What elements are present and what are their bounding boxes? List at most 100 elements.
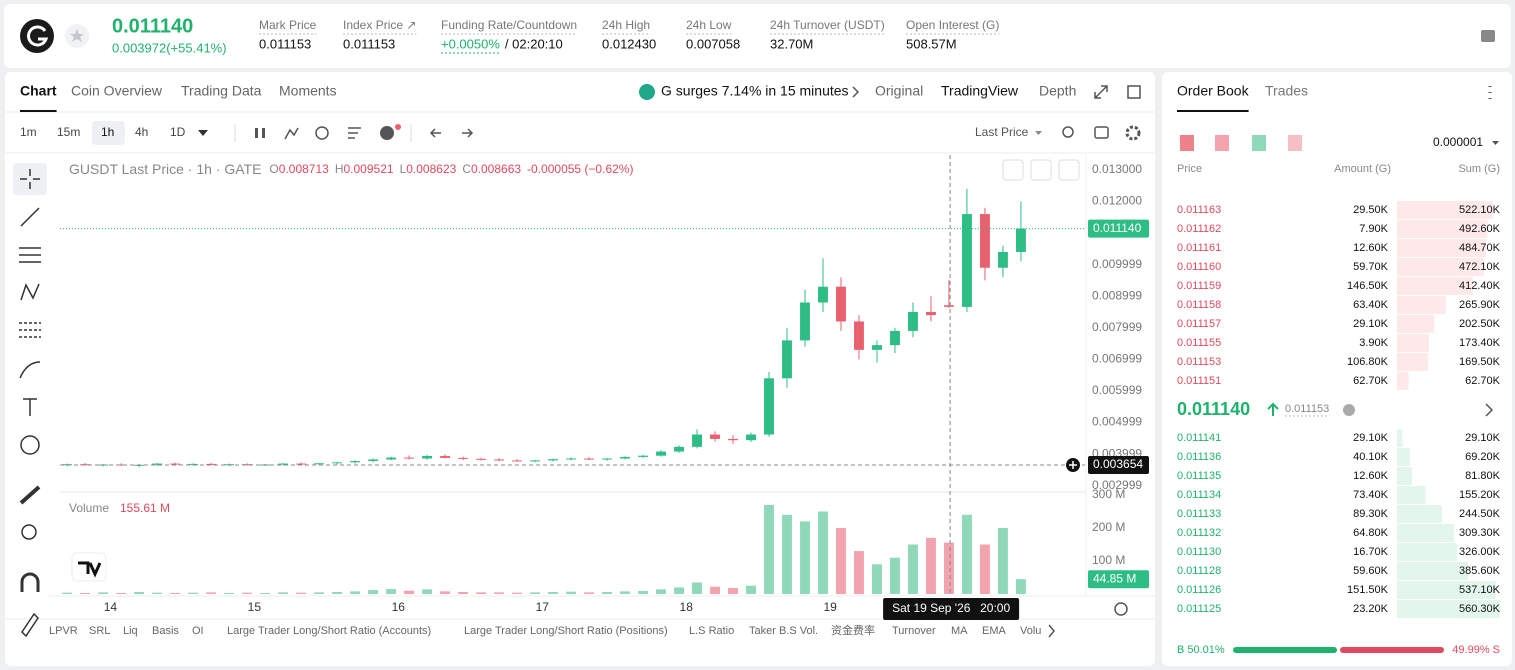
- depth-bar: [1397, 201, 1493, 219]
- interval[interactable]: 1h: [101, 125, 114, 139]
- channel-tool[interactable]: [19, 247, 41, 263]
- candle-body: [116, 464, 127, 466]
- view-tab[interactable]: Original: [875, 83, 923, 99]
- volume-bar: [836, 527, 846, 594]
- y-tick-label: 0.006999: [1092, 352, 1142, 366]
- text-tool[interactable]: [23, 398, 37, 416]
- volume-bar: [62, 592, 73, 594]
- add-indicator-icon[interactable]: [380, 126, 394, 140]
- chart-tab[interactable]: Moments: [279, 83, 337, 99]
- indicator[interactable]: Turnover: [892, 625, 936, 637]
- indicator[interactable]: SRL: [89, 625, 110, 637]
- order-book-tab[interactable]: Trades: [1265, 83, 1308, 99]
- indicator[interactable]: Volu: [1020, 625, 1041, 637]
- book-amount: 29.10K: [1353, 432, 1389, 444]
- fullscreen-icon[interactable]: [1094, 85, 1108, 99]
- indicator[interactable]: Basis: [152, 625, 179, 637]
- view-bids[interactable]: [1252, 135, 1266, 151]
- settings-icon[interactable]: [1125, 125, 1141, 141]
- crosshair-price: 0.003654: [1093, 457, 1143, 471]
- axis-settings[interactable]: [1114, 602, 1128, 616]
- volume-bar: [890, 557, 900, 594]
- interval[interactable]: 15m: [57, 125, 80, 139]
- volume-bar: [1015, 579, 1026, 594]
- interval[interactable]: 1m: [20, 125, 37, 139]
- book-sum: 492.60K: [1459, 223, 1501, 235]
- pattern-tool[interactable]: [20, 283, 40, 301]
- indicator-more[interactable]: [1048, 624, 1055, 638]
- chart-tab[interactable]: Coin Overview: [71, 83, 163, 99]
- book-price: 0.011141: [1177, 432, 1221, 444]
- indicator[interactable]: Large Trader Long/Short Ratio (Positions…: [464, 625, 668, 637]
- chart-tab[interactable]: Trading Data: [181, 83, 262, 99]
- line-tool[interactable]: [20, 207, 40, 227]
- view-split[interactable]: [1288, 135, 1302, 151]
- candle-body: [386, 457, 397, 460]
- fib-tool[interactable]: [19, 322, 41, 338]
- scroll-button[interactable]: [1002, 159, 1024, 181]
- interval-dropdown[interactable]: [198, 130, 208, 136]
- book-amount: 12.60K: [1353, 242, 1389, 254]
- collapse-button[interactable]: [1030, 159, 1052, 181]
- order-book-tab[interactable]: Order Book: [1177, 83, 1250, 99]
- indicator[interactable]: Taker B.S Vol.: [749, 625, 818, 637]
- indicator[interactable]: OI: [192, 625, 204, 637]
- template-icon[interactable]: [348, 127, 361, 139]
- undo-icon[interactable]: [429, 128, 441, 138]
- precision[interactable]: 0.000001: [1433, 135, 1483, 149]
- brush-tool[interactable]: [19, 361, 41, 379]
- news-headline[interactable]: G surges 7.14% in 15 minutes: [661, 83, 849, 99]
- book-sum: 472.10K: [1459, 261, 1501, 273]
- book-sum: 265.90K: [1459, 299, 1501, 311]
- indicator[interactable]: Liq: [123, 625, 138, 637]
- candle-body: [548, 459, 559, 461]
- indicator[interactable]: MA: [951, 625, 968, 637]
- depth-bar: [1397, 505, 1442, 523]
- volume-bar: [764, 504, 774, 594]
- pencil-tool[interactable]: [21, 612, 39, 638]
- price-source[interactable]: Last Price: [975, 125, 1029, 139]
- indicator[interactable]: EMA: [982, 625, 1007, 637]
- emoji-tool[interactable]: [20, 435, 40, 455]
- view-asks[interactable]: [1215, 135, 1229, 151]
- reset-button[interactable]: [1058, 159, 1080, 181]
- magnet-tool[interactable]: [20, 572, 40, 592]
- candle-body: [620, 456, 630, 459]
- volume-bar: [997, 527, 1008, 594]
- volume-bar: [80, 593, 91, 594]
- interval[interactable]: 1D: [170, 125, 186, 139]
- sell-ratio: 49.99% S: [1452, 644, 1500, 656]
- y-tick-label: 0.004999: [1092, 415, 1142, 429]
- volume-bar: [206, 592, 217, 594]
- depth-bar: [1397, 258, 1484, 276]
- view-both[interactable]: [1180, 135, 1194, 151]
- crosshair-tool[interactable]: [20, 169, 40, 189]
- news-chevron[interactable]: [852, 86, 860, 98]
- book-amount: 73.40K: [1353, 489, 1389, 501]
- ruler-tool[interactable]: [19, 485, 41, 505]
- candle-type-icon[interactable]: [255, 128, 258, 138]
- indicator[interactable]: 资金费率: [831, 623, 875, 637]
- book-price: 0.011153: [1177, 356, 1221, 368]
- replay-icon[interactable]: [315, 126, 329, 140]
- view-tab[interactable]: TradingView: [941, 83, 1019, 99]
- redo-icon[interactable]: [462, 128, 474, 138]
- zoom-tool[interactable]: [21, 524, 37, 540]
- camera-icon[interactable]: [1094, 126, 1109, 139]
- interval[interactable]: 4h: [135, 125, 148, 139]
- sell-ratio-bar: [1340, 647, 1444, 653]
- book-price: 0.011136: [1177, 451, 1221, 463]
- chart-tab[interactable]: Chart: [20, 83, 57, 99]
- header-icon[interactable]: [1481, 30, 1495, 42]
- indicator[interactable]: LPVR: [49, 625, 78, 637]
- indicator-icon[interactable]: [284, 127, 299, 140]
- crosshair-time-tag: [883, 598, 1020, 620]
- depth-bar: [1397, 467, 1413, 485]
- indicator[interactable]: L.S Ratio: [689, 625, 734, 637]
- book-amount: 29.10K: [1353, 318, 1389, 330]
- window-icon[interactable]: [1127, 85, 1141, 99]
- last-price-chevron[interactable]: [1485, 403, 1494, 417]
- search-icon[interactable]: [1062, 126, 1074, 138]
- indicator[interactable]: Large Trader Long/Short Ratio (Accounts): [227, 625, 431, 637]
- view-tab[interactable]: Depth: [1039, 83, 1076, 99]
